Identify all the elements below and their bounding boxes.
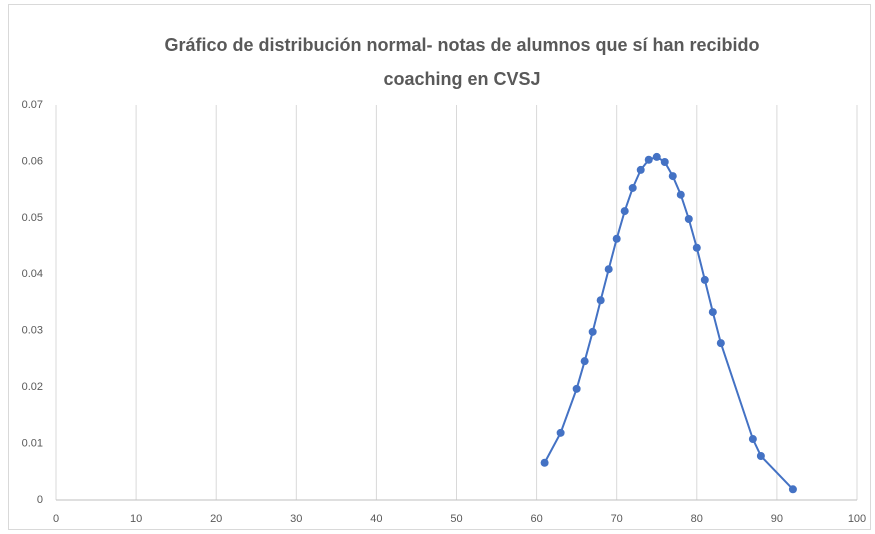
x-tick-label: 30 bbox=[290, 513, 302, 525]
data-point bbox=[636, 165, 645, 174]
x-tick-label: 40 bbox=[370, 513, 382, 525]
data-point bbox=[628, 183, 637, 192]
y-tick-label: 0 bbox=[37, 494, 43, 506]
x-tick-label: 70 bbox=[611, 513, 623, 525]
data-point bbox=[604, 265, 613, 274]
data-point bbox=[556, 428, 565, 437]
data-point bbox=[748, 435, 757, 444]
data-point bbox=[716, 339, 725, 348]
x-tick-label: 10 bbox=[130, 513, 142, 525]
y-tick-label: 0.05 bbox=[22, 212, 43, 224]
y-tick-label: 0.06 bbox=[22, 155, 43, 167]
data-point bbox=[620, 207, 629, 216]
data-point bbox=[708, 308, 717, 317]
y-tick-label: 0.02 bbox=[22, 381, 43, 393]
y-tick-label: 0.03 bbox=[22, 325, 43, 337]
data-point bbox=[588, 327, 597, 336]
y-tick-label: 0.01 bbox=[22, 437, 43, 449]
data-point bbox=[660, 157, 669, 166]
x-tick-label: 50 bbox=[450, 513, 462, 525]
data-point bbox=[756, 451, 765, 460]
data-point bbox=[692, 243, 701, 252]
data-point bbox=[612, 234, 621, 243]
data-point bbox=[580, 357, 589, 366]
data-point bbox=[596, 296, 605, 305]
data-point bbox=[788, 485, 797, 494]
chart-border bbox=[8, 4, 871, 530]
data-point bbox=[668, 172, 677, 181]
x-tick-label: 60 bbox=[530, 513, 542, 525]
x-tick-label: 90 bbox=[771, 513, 783, 525]
data-point bbox=[700, 275, 709, 284]
x-tick-label: 20 bbox=[210, 513, 222, 525]
series-line bbox=[543, 155, 794, 490]
data-point bbox=[572, 384, 581, 393]
x-tick-label: 80 bbox=[691, 513, 703, 525]
y-tick-label: 0.07 bbox=[22, 99, 43, 111]
data-point bbox=[684, 214, 693, 223]
data-point bbox=[652, 152, 661, 161]
data-point bbox=[644, 155, 653, 164]
data-point bbox=[676, 190, 685, 199]
x-tick-label: 0 bbox=[53, 513, 59, 525]
data-point bbox=[540, 458, 549, 467]
chart-title: Gráfico de distribución normal- notas de… bbox=[164, 35, 760, 89]
x-tick-label: 100 bbox=[848, 513, 866, 525]
y-tick-label: 0.04 bbox=[22, 268, 43, 280]
